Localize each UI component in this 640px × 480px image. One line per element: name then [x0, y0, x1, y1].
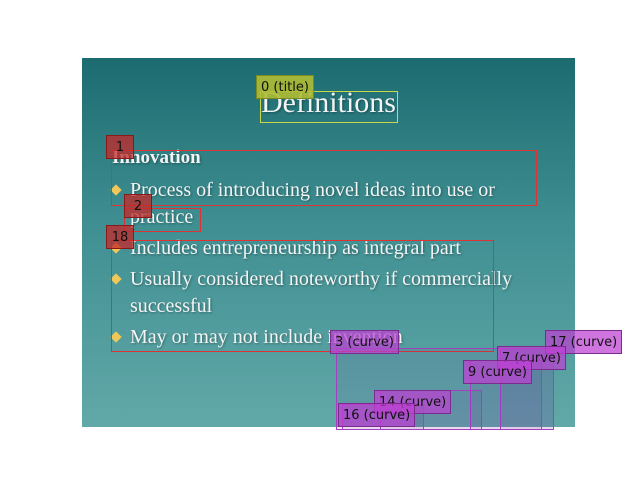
section-title: Innovation: [112, 147, 201, 168]
title-bounding-box: [260, 91, 398, 123]
bbox-2: [124, 208, 201, 232]
annotation-tag-1: 1: [106, 135, 134, 159]
annotation-tag-2: 2: [124, 194, 152, 218]
bullet-text: Includes entrepreneurship as integral pa…: [130, 237, 461, 259]
bullet-item: Includes entrepreneurship as integral pa…: [110, 235, 552, 262]
curve-tag-9: 9 (curve): [463, 360, 532, 384]
curve-tag-16: 16 (curve): [338, 403, 416, 427]
bullet-text: Usually considered noteworthy if commerc…: [130, 268, 513, 317]
slide: Definitions Innovation Process of introd…: [82, 58, 575, 427]
bullet-item: Usually considered noteworthy if commerc…: [110, 266, 552, 320]
title-annotation-tag: 0 (title): [256, 75, 314, 99]
curve-tag-3: 3 (curve): [330, 330, 399, 354]
annotation-tag-18: 18: [106, 225, 134, 249]
bbox-1: [111, 150, 537, 206]
bbox-18: [111, 240, 494, 352]
